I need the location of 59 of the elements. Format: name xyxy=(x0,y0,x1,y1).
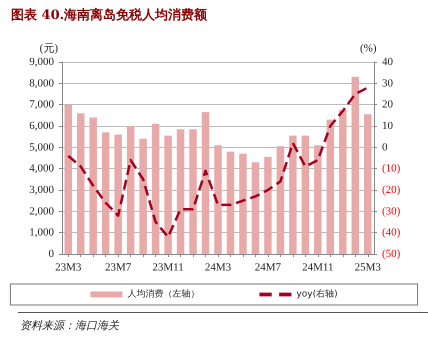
bar xyxy=(202,112,210,254)
x-tick-label: 24M3 xyxy=(204,262,232,274)
bar xyxy=(64,104,72,254)
y2-tick-label: (40) xyxy=(382,226,401,239)
bar xyxy=(214,145,222,254)
bar xyxy=(226,152,234,254)
bar xyxy=(239,154,247,254)
x-tick-label: 24M7 xyxy=(254,262,282,274)
bar xyxy=(139,138,147,254)
bar xyxy=(189,129,197,254)
bar xyxy=(164,136,172,254)
y-axis-title: (元) xyxy=(40,42,58,54)
y-tick-label: 0 xyxy=(48,248,54,260)
y2-tick-label: 40 xyxy=(382,56,394,68)
y-tick-label: 4,000 xyxy=(29,162,54,175)
x-tick-label: 23M7 xyxy=(105,262,132,274)
bar xyxy=(352,76,360,254)
y2-tick-label: (20) xyxy=(382,184,401,196)
bar xyxy=(289,136,297,254)
bar xyxy=(126,126,134,254)
bar xyxy=(326,120,334,254)
bar xyxy=(114,134,122,254)
chart-title: 图表 40.海南离岛免税人均消费额 xyxy=(11,7,208,23)
bar xyxy=(264,156,272,254)
y2-tick-label: (30) xyxy=(382,205,401,218)
x-tick-label: 23M3 xyxy=(55,262,82,274)
y-tick-label: 7,000 xyxy=(29,98,54,111)
bar xyxy=(314,145,322,254)
bar xyxy=(176,129,184,254)
text: 资料来源：海口海关 xyxy=(20,319,120,332)
y2-tick-label: (50) xyxy=(382,248,401,260)
legend-label: 人均消费（左轴） xyxy=(127,288,200,300)
bar xyxy=(252,162,260,254)
bar xyxy=(302,136,310,254)
y-tick-label: 6,000 xyxy=(29,120,54,132)
bar xyxy=(364,114,372,254)
legend-label: yoy(右轴) xyxy=(296,288,338,300)
x-tick-label: 24M11 xyxy=(302,262,334,274)
y2-tick-label: 10 xyxy=(382,120,394,132)
x-tick-label: 23M11 xyxy=(152,262,184,274)
bar xyxy=(89,117,97,254)
bar xyxy=(152,124,160,254)
y2-tick-label: 20 xyxy=(382,98,394,111)
y-tick-label: 2,000 xyxy=(29,205,54,218)
bar xyxy=(276,146,284,254)
x-tick-label: 25M3 xyxy=(354,262,382,274)
line-series xyxy=(66,86,370,238)
bar xyxy=(339,110,347,254)
y-tick-label: 1,000 xyxy=(29,226,54,239)
y-tick-label: 5,000 xyxy=(29,141,54,154)
y-tick-label: 8,000 xyxy=(29,77,54,90)
y2-tick-label: (10) xyxy=(382,162,401,175)
y2-axis-title: (%) xyxy=(360,42,377,54)
bar xyxy=(76,113,84,254)
bar xyxy=(102,132,110,254)
y2-tick-label: 30 xyxy=(382,77,394,90)
y-tick-label: 9,000 xyxy=(29,56,54,68)
y-tick-label: 3,000 xyxy=(29,184,54,196)
y2-tick-label: 0 xyxy=(382,141,388,154)
